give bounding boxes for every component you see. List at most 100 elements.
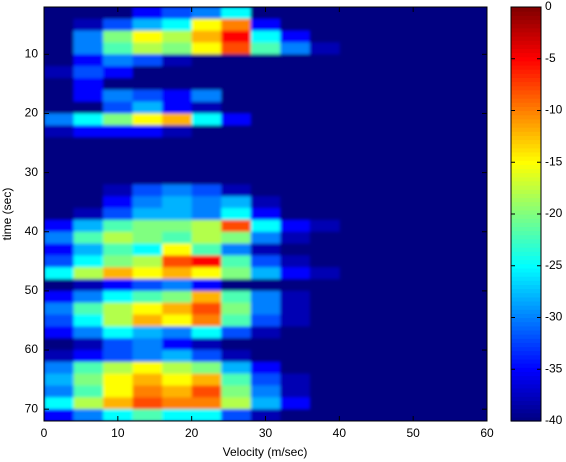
heatmap-cell xyxy=(162,208,193,221)
colorbar-swatch xyxy=(511,375,541,381)
colorbar-swatch xyxy=(511,52,541,58)
heatmap-cell xyxy=(44,279,75,292)
heatmap-cell xyxy=(250,30,281,43)
heatmap-cell xyxy=(162,231,193,245)
colorbar-swatch xyxy=(511,143,541,149)
heatmap-cell xyxy=(103,66,134,79)
heatmap-cell xyxy=(191,184,222,197)
heatmap-cell xyxy=(103,314,134,327)
colorbar-swatch xyxy=(511,89,541,95)
heatmap-cell xyxy=(132,302,163,316)
heatmap-cell xyxy=(44,338,75,351)
heatmap-cell xyxy=(103,77,134,91)
heatmap-cell xyxy=(191,66,222,79)
colorbar-swatch xyxy=(511,338,541,343)
colorbar-swatch xyxy=(511,85,541,91)
heatmap-cell xyxy=(221,125,252,138)
y-tick-label: 10 xyxy=(25,46,39,60)
colorbar-swatch xyxy=(511,27,541,33)
heatmap-cell xyxy=(250,89,281,103)
heatmap-cell xyxy=(73,219,104,233)
heatmap-cell xyxy=(191,42,222,55)
heatmap-cell xyxy=(309,101,340,114)
heatmap-cell xyxy=(309,385,340,398)
heatmap-cell xyxy=(221,314,252,327)
heatmap-cell xyxy=(191,279,222,292)
heatmap-cell xyxy=(250,54,281,67)
heatmap-cell xyxy=(103,113,134,126)
heatmap-cell xyxy=(103,172,134,185)
heatmap-cell xyxy=(162,409,193,421)
heatmap-cell xyxy=(73,66,104,79)
heatmap-cell xyxy=(191,267,222,280)
x-tick-label: 20 xyxy=(185,426,199,440)
heatmap-cell xyxy=(280,184,311,197)
heatmap-cell xyxy=(44,160,75,174)
heatmap-cell xyxy=(162,172,193,185)
colorbar-swatch xyxy=(511,151,541,157)
heatmap-cell xyxy=(221,42,252,55)
heatmap-cell xyxy=(250,350,281,363)
heatmap-cell xyxy=(221,184,252,197)
heatmap-cell xyxy=(103,42,134,55)
heatmap-cell xyxy=(309,89,340,103)
heatmap-cell xyxy=(73,148,104,162)
heatmap-cell xyxy=(191,137,222,150)
heatmap-cell xyxy=(132,219,163,233)
heatmap-cell xyxy=(73,77,104,91)
heatmap-cell xyxy=(250,231,281,245)
heatmap-cell xyxy=(191,361,222,375)
y-tick-label: 50 xyxy=(25,283,39,297)
heatmap-cell xyxy=(103,219,134,233)
heatmap-cell xyxy=(162,160,193,174)
heatmap-cell xyxy=(132,196,163,209)
heatmap-cell xyxy=(280,160,311,174)
colorbar-swatch xyxy=(511,354,541,360)
heatmap-cell xyxy=(280,267,311,280)
heatmap-cell xyxy=(191,208,222,221)
heatmap-cell xyxy=(221,219,252,233)
heatmap-cell xyxy=(191,113,222,126)
heatmap-cell xyxy=(221,137,252,150)
colorbar-swatch xyxy=(511,64,541,70)
colorbar-swatch xyxy=(511,135,541,141)
heatmap-cell xyxy=(73,409,104,421)
colorbar-swatch xyxy=(511,329,541,335)
heatmap-cell xyxy=(250,184,281,197)
colorbar-tick-label: -5 xyxy=(545,51,556,65)
colorbar-swatch xyxy=(511,185,541,190)
colorbar-swatch xyxy=(511,358,541,364)
heatmap-cell xyxy=(221,7,252,20)
heatmap-cell xyxy=(103,409,134,421)
heatmap-cell xyxy=(103,7,134,20)
heatmap-cell xyxy=(132,77,163,91)
colorbar-swatch xyxy=(511,404,541,410)
heatmap-cell xyxy=(309,290,340,304)
heatmap-cell xyxy=(44,302,75,316)
colorbar-swatch xyxy=(511,334,541,339)
heatmap-cell xyxy=(73,361,104,375)
heatmap-cell xyxy=(162,125,193,138)
colorbar-swatch xyxy=(511,209,541,215)
heatmap-cell xyxy=(191,409,222,421)
heatmap-cell xyxy=(221,243,252,256)
heatmap-cell xyxy=(103,397,134,410)
heatmap-cell xyxy=(221,160,252,174)
heatmap-cell xyxy=(132,42,163,55)
heatmap-cell xyxy=(191,243,222,256)
colorbar-tick-label: -35 xyxy=(545,361,563,375)
heatmap-cell xyxy=(250,77,281,91)
colorbar-swatch xyxy=(511,81,541,87)
heatmap-cell xyxy=(44,148,75,162)
colorbar-swatch xyxy=(511,222,541,228)
colorbar-tick-label: -25 xyxy=(545,258,563,272)
heatmap-cell xyxy=(44,184,75,197)
heatmap-cell xyxy=(250,409,281,421)
heatmap-cell xyxy=(162,137,193,150)
heatmap-cell xyxy=(221,361,252,375)
heatmap-cell xyxy=(73,113,104,126)
heatmap-cell xyxy=(103,148,134,162)
colorbar-tick-label: -40 xyxy=(545,413,563,427)
heatmap-cell xyxy=(309,172,340,185)
heatmap-cell xyxy=(162,54,193,67)
